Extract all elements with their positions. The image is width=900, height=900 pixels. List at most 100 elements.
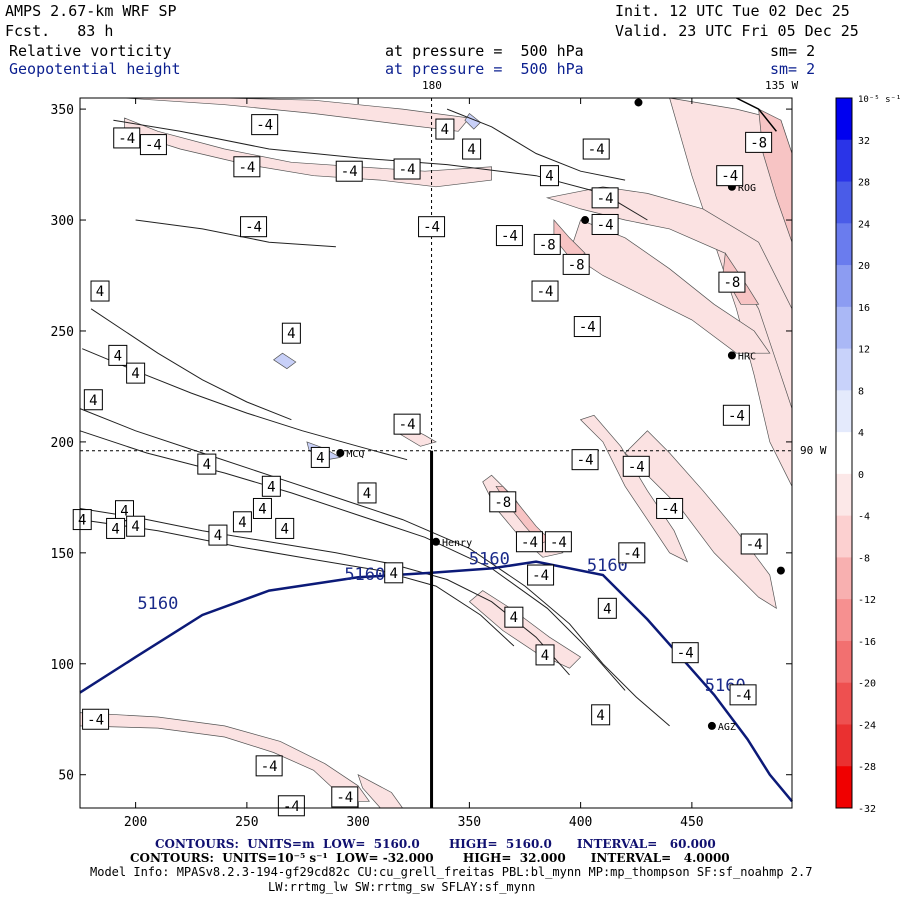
contour-label-text: -4 — [728, 408, 745, 424]
contour-label-box — [384, 562, 404, 584]
contour-label-box — [310, 446, 330, 468]
contour-label-text: -4 — [238, 160, 255, 176]
contour-label-text: -4 — [628, 459, 645, 475]
contour-label-box — [281, 322, 301, 344]
contour-label-text: 4 — [78, 513, 86, 529]
vorticity-contour-info: CONTOURS: UNITS=10⁻⁵ s⁻¹ LOW= -32.000 HI… — [130, 851, 730, 865]
station-label: ROG — [738, 183, 756, 194]
contour-label-box — [208, 524, 228, 546]
contour-label-text: -4 — [721, 169, 738, 185]
x-tick-label: 450 — [680, 815, 703, 830]
colorbar-tick-label: 16 — [858, 303, 870, 314]
vorticity-region-1 — [545, 186, 793, 409]
contour-label-box — [591, 187, 619, 209]
contour-label-text: 4 — [238, 515, 246, 531]
station-label: AGZ — [718, 722, 736, 733]
contour-label-text: -4 — [746, 537, 763, 553]
contour-label-text: 4 — [96, 284, 104, 300]
contour-label-text: -4 — [118, 131, 135, 147]
contour-label-box — [83, 389, 103, 411]
field2-name: Geopotential height — [9, 60, 181, 78]
colorbar-tick-label: -32 — [858, 804, 876, 815]
colorbar-swatch — [836, 640, 852, 684]
contour-label-box — [240, 216, 268, 238]
contour-label-text: 4 — [114, 348, 122, 364]
contour-label-text: -4 — [423, 220, 440, 236]
contour-label-box — [544, 531, 572, 553]
contour-label-text: -4 — [336, 790, 353, 806]
vorticity-contour-2 — [79, 508, 570, 676]
station-label: Henry — [442, 538, 472, 549]
contour-label-text: 4 — [596, 708, 604, 724]
contour-label-text: -4 — [597, 191, 614, 207]
colorbar-swatch — [836, 181, 852, 224]
colorbar-swatch — [836, 98, 852, 141]
contour-label-box — [106, 517, 126, 539]
colorbar-tick-label: 32 — [858, 136, 870, 147]
station-marker — [432, 537, 440, 546]
contour-label-box — [331, 786, 359, 808]
y-tick-label: 350 — [51, 103, 74, 118]
colorbar-tick-label: 28 — [858, 178, 870, 189]
contour-label-box — [113, 127, 141, 149]
contour-label-text: -4 — [597, 217, 614, 233]
colorbar-tick-label: -16 — [858, 637, 876, 648]
contour-label-box — [718, 271, 746, 293]
contour-label-box — [562, 253, 590, 275]
y-tick-label: 150 — [51, 547, 74, 562]
contour-label-box — [90, 280, 110, 302]
contour-label-text: -8 — [539, 237, 556, 253]
vorticity-shading — [79, 97, 793, 809]
colorbar-tick-label: -4 — [858, 512, 870, 523]
y-tick-label: 200 — [51, 436, 74, 451]
colorbar-swatch — [836, 348, 852, 391]
contour-label-box — [573, 316, 601, 338]
contour-label-text: 4 — [280, 521, 288, 537]
contour-label-box — [335, 160, 363, 182]
map-gridlines — [80, 97, 792, 808]
contour-label-box — [357, 482, 377, 504]
colorbar-swatch — [836, 766, 852, 809]
contour-label-text: -4 — [521, 535, 538, 551]
contour-label-box — [531, 280, 559, 302]
lon-180-label: 180 — [422, 79, 442, 92]
contour-label-text: -4 — [579, 320, 596, 336]
contour-label-box — [393, 158, 421, 180]
contour-label-box — [671, 642, 699, 664]
height-contour-label: 5160 — [469, 550, 510, 570]
height-contour-label: 5160 — [587, 556, 628, 576]
x-tick-label: 300 — [346, 815, 369, 830]
contour-label-box — [582, 138, 610, 160]
contour-label-text: 4 — [89, 393, 97, 409]
contour-label-text: 4 — [363, 486, 371, 502]
model-info: Model Info: MPASv8.2.3-194-gf29cd82c CU:… — [90, 865, 813, 879]
station-marker — [581, 216, 590, 225]
contour-label-text: 4 — [316, 450, 324, 466]
colorbar-swatch — [836, 599, 852, 642]
contour-label-box — [233, 156, 261, 178]
vorticity-contour-8 — [446, 108, 626, 181]
colorbar-tick-label: -28 — [858, 762, 876, 773]
colorbar-swatch — [836, 515, 852, 558]
height-contour-info: CONTOURS: UNITS=m LOW= 5160.0 HIGH= 5160… — [155, 837, 716, 851]
contour-label-box — [622, 455, 650, 477]
field2-level: at pressure = 500 hPa — [385, 60, 584, 78]
colorbar-tick-label: -20 — [858, 679, 876, 690]
station-marker — [727, 351, 736, 360]
axes: 200 250 300 350 400 450 50 100 150 200 250 300 350 — [51, 98, 792, 830]
contour-label-box — [740, 533, 768, 555]
field1-name: Relative vorticity — [9, 42, 172, 60]
x-tick-label: 250 — [235, 815, 258, 830]
valid-time: Valid. 23 UTC Fri 05 Dec 25 — [615, 22, 859, 40]
contour-label-text: -4 — [145, 138, 162, 154]
contour-label-text: -4 — [87, 712, 104, 728]
contour-label-box — [462, 138, 482, 160]
contour-label-box — [535, 644, 555, 666]
field1-sm: sm= 2 — [770, 42, 816, 60]
contour-label-box — [82, 708, 110, 730]
vorticity-contour-7 — [135, 219, 336, 248]
field1-level: at pressure = 500 hPa — [385, 42, 584, 60]
contour-label-text: 4 — [510, 610, 518, 626]
lon-90w-label: 90 W — [800, 444, 827, 457]
